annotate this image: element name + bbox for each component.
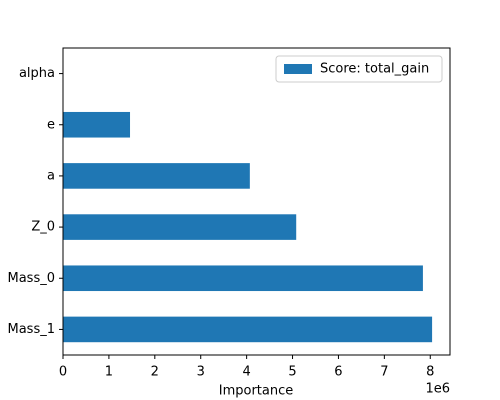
x-tick-label: 6	[334, 365, 342, 380]
y-tick-label: a	[47, 168, 55, 183]
y-tick-label: Mass_0	[8, 271, 56, 286]
bar	[63, 214, 297, 240]
x-offset-label: 1e6	[425, 382, 450, 397]
bar	[63, 316, 433, 343]
bar	[63, 111, 131, 138]
x-tick-label: 3	[197, 365, 205, 380]
x-tick-label: 0	[59, 365, 67, 380]
y-tick-label: Mass_1	[8, 322, 56, 337]
x-axis-label: Importance	[219, 384, 294, 399]
bar	[63, 163, 250, 189]
x-tick-label: 4	[242, 365, 250, 380]
x-tick-label: 2	[151, 365, 159, 380]
x-tick-label: 5	[288, 365, 296, 380]
x-tick-label: 8	[426, 365, 434, 380]
legend-label: Score: total_gain	[320, 62, 429, 77]
plot-frame	[62, 47, 451, 356]
legend-box	[275, 55, 443, 83]
y-tick-label: e	[47, 117, 55, 132]
bar	[63, 265, 423, 292]
y-tick-label: alpha	[19, 66, 55, 81]
x-tick-label: 1	[105, 365, 113, 380]
legend-swatch	[284, 64, 312, 74]
x-tick-label: 7	[380, 365, 388, 380]
y-tick-label: Z_0	[31, 220, 55, 235]
